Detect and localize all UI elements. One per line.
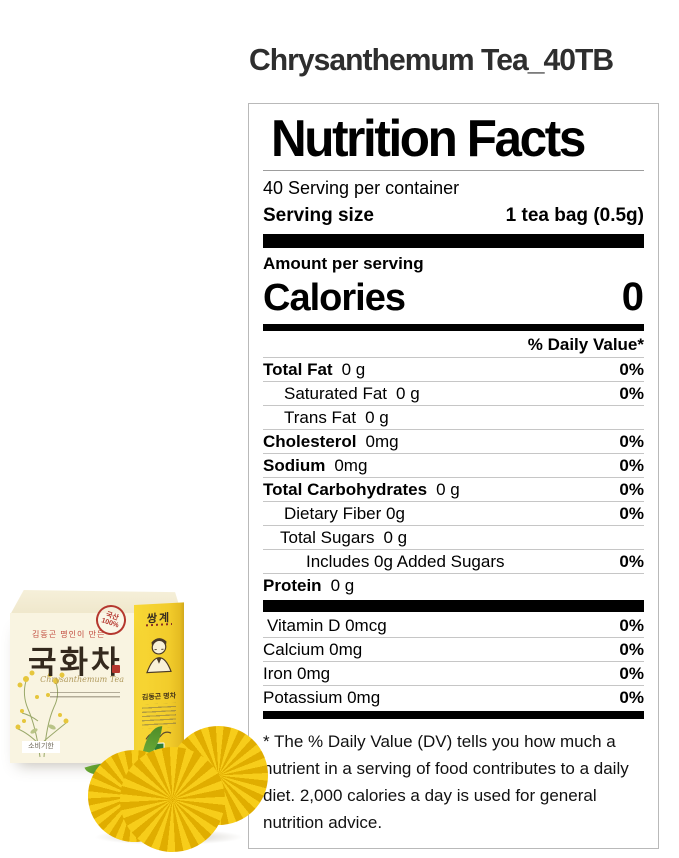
nutrient-amount: 0 g bbox=[331, 576, 355, 595]
vitamin-label: Iron 0mg bbox=[263, 662, 330, 685]
red-seal-icon bbox=[112, 665, 120, 673]
nutrient-amount: 0 g bbox=[384, 528, 408, 547]
vitamin-rows: Vitamin D 0mcg 0% Calcium 0mg 0% Iron 0m… bbox=[263, 614, 644, 709]
nutrient-amount: 0mg bbox=[334, 456, 367, 475]
medium-divider-bar bbox=[263, 324, 644, 331]
page-title: Chrysanthemum Tea_40TB bbox=[249, 42, 613, 78]
amount-per-serving-label: Amount per serving bbox=[263, 253, 644, 275]
nutrient-amount: 0mg bbox=[366, 432, 399, 451]
nutrient-dv: 0% bbox=[619, 454, 644, 477]
product-name-english: Chrysanthemum Tea bbox=[40, 675, 124, 684]
thick-divider-bar bbox=[263, 600, 644, 612]
serving-size-row: Serving size 1 tea bag (0.5g) bbox=[263, 201, 644, 230]
nutrient-row-added-sugars: Includes 0g Added Sugars 0% bbox=[263, 549, 644, 573]
tea-box-front-face: 김동곤 명인이 만든 국화차 국산 100% Chrysanthemum Tea… bbox=[10, 613, 134, 763]
vitamin-label: Potassium 0mg bbox=[263, 686, 380, 709]
nutrient-amount: 0 g bbox=[342, 360, 366, 379]
daily-value-footnote: * The % Daily Value (DV) tells you how m… bbox=[263, 723, 644, 836]
product-photo: 쌍계 김동곤 명차 bbox=[8, 583, 270, 849]
vitamin-dv: 0% bbox=[619, 614, 644, 637]
nutrient-dv: 0% bbox=[619, 550, 644, 573]
calories-value: 0 bbox=[622, 275, 644, 319]
calories-row: Calories 0 bbox=[263, 275, 644, 320]
vitamin-row-vitamin-d: Vitamin D 0mcg 0% bbox=[263, 614, 644, 637]
calories-label: Calories bbox=[263, 276, 405, 320]
nutrient-label: Sodium bbox=[263, 456, 325, 475]
brand-accent-dots bbox=[146, 623, 172, 626]
side-text-block bbox=[142, 703, 176, 729]
nutrient-row-total-carbohydrates: Total Carbohydrates 0 g 0% bbox=[263, 477, 644, 501]
nutrient-dv: 0% bbox=[619, 382, 644, 405]
nutrient-row-total-fat: Total Fat 0 g 0% bbox=[263, 358, 644, 381]
vitamin-dv: 0% bbox=[619, 686, 644, 709]
nutrient-row-cholesterol: Cholesterol 0mg 0% bbox=[263, 429, 644, 453]
expiry-date-label: 소비기한 bbox=[22, 741, 60, 753]
chrysanthemum-flower bbox=[126, 753, 220, 847]
nutrient-row-total-sugars: Total Sugars 0 g bbox=[263, 525, 644, 549]
nutrient-rows: Total Fat 0 g 0% Saturated Fat 0 g 0% Tran… bbox=[263, 358, 644, 597]
vitamin-dv: 0% bbox=[619, 662, 644, 685]
nutrition-facts-title: Nutrition Facts bbox=[271, 112, 625, 167]
thick-divider-bar bbox=[263, 234, 644, 248]
nutrient-row-sodium: Sodium 0mg 0% bbox=[263, 453, 644, 477]
tea-master-name: 김동곤 명차 bbox=[134, 690, 184, 703]
nutrient-row-dietary-fiber: Dietary Fiber 0g 0% bbox=[263, 501, 644, 525]
nutrient-row-protein: Protein 0 g bbox=[263, 573, 644, 597]
serving-size-value: 1 tea bag (0.5g) bbox=[506, 201, 644, 230]
servings-per-container: 40 Serving per container bbox=[263, 176, 644, 201]
nutrient-dv: 0% bbox=[619, 358, 644, 381]
nutrient-dv: 0% bbox=[619, 502, 644, 525]
thin-divider-bar bbox=[263, 711, 644, 719]
nutrient-label: Cholesterol bbox=[263, 432, 357, 451]
vitamin-label: Vitamin D 0mcg bbox=[263, 614, 387, 637]
nutrient-label: Total Fat bbox=[263, 360, 333, 379]
nutrient-dv: 0% bbox=[619, 478, 644, 501]
nutrition-facts-label: Nutrition Facts 40 Serving per container… bbox=[248, 103, 659, 849]
nutrient-row-trans-fat: Trans Fat 0 g bbox=[263, 405, 644, 429]
nutrient-dv: 0% bbox=[619, 430, 644, 453]
nutrient-label: Dietary Fiber bbox=[284, 504, 381, 523]
tea-master-portrait-illustration bbox=[144, 631, 174, 685]
nutrient-label: Includes 0g Added Sugars bbox=[306, 552, 504, 571]
vitamin-dv: 0% bbox=[619, 638, 644, 661]
vitamin-label: Calcium 0mg bbox=[263, 638, 362, 661]
nutrient-label: Total Carbohydrates bbox=[263, 480, 427, 499]
nutrient-amount: 0 g bbox=[365, 408, 389, 427]
vitamin-row-calcium: Calcium 0mg 0% bbox=[263, 637, 644, 661]
nutrient-label: Total Sugars bbox=[280, 528, 375, 547]
nutrient-label: Protein bbox=[263, 576, 322, 595]
nutrient-amount: 0g bbox=[386, 504, 405, 523]
divider-hairline bbox=[263, 170, 644, 171]
nutrient-row-saturated-fat: Saturated Fat 0 g 0% bbox=[263, 381, 644, 405]
front-description-text-block bbox=[50, 689, 120, 698]
nutrient-amount: 0 g bbox=[436, 480, 460, 499]
vitamin-row-iron: Iron 0mg 0% bbox=[263, 661, 644, 685]
vitamin-row-potassium: Potassium 0mg 0% bbox=[263, 685, 644, 709]
serving-size-label: Serving size bbox=[263, 201, 374, 230]
nutrient-label: Trans Fat bbox=[284, 408, 356, 427]
daily-value-header: % Daily Value* bbox=[263, 333, 644, 358]
nutrient-amount: 0 g bbox=[396, 384, 420, 403]
nutrient-label: Saturated Fat bbox=[284, 384, 387, 403]
